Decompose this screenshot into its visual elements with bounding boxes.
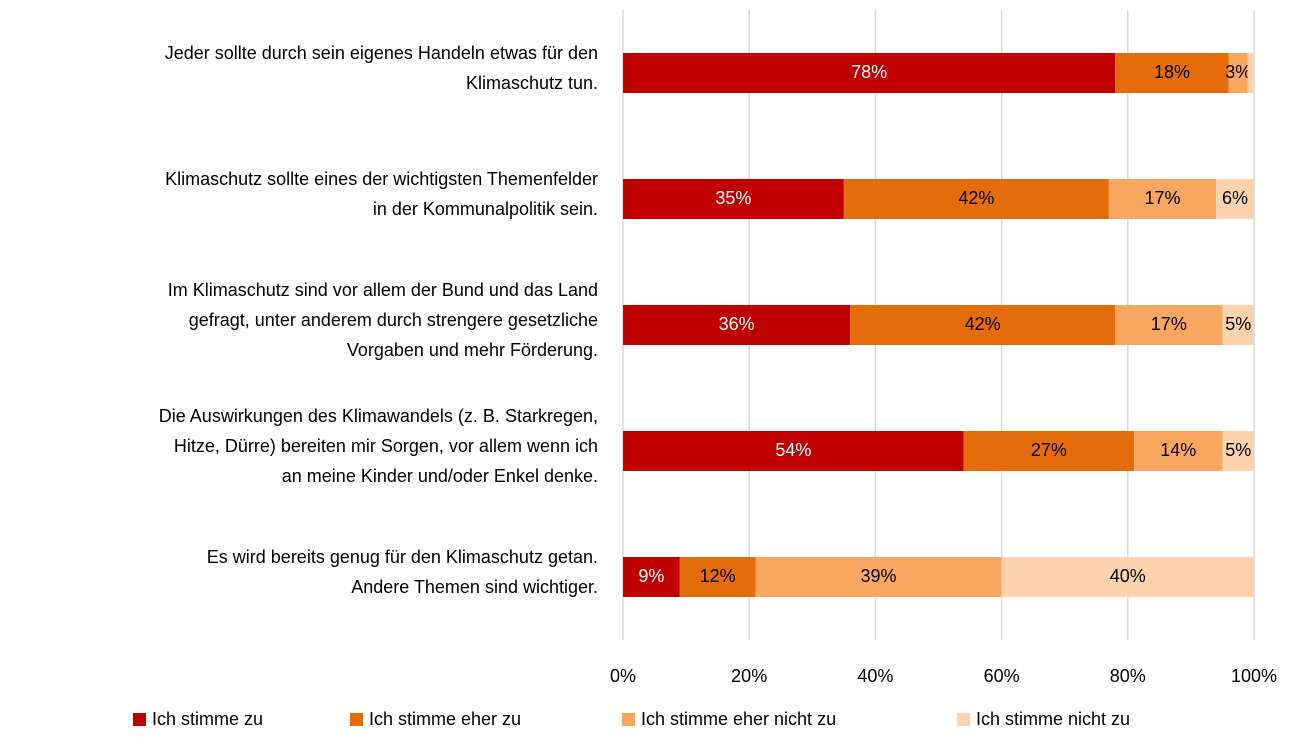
- category-label: Es wird bereits genug für den Klimaschut…: [207, 547, 598, 567]
- bar-segment: [1222, 431, 1254, 471]
- data-label: 78%: [851, 62, 887, 82]
- data-label: 3%: [1225, 62, 1251, 82]
- data-label: 18%: [1154, 62, 1190, 82]
- category-label: gefragt, unter anderem durch strengere g…: [189, 310, 598, 330]
- data-label: 5%: [1225, 440, 1251, 460]
- legend-swatch: [957, 713, 970, 726]
- bar-segment: [755, 557, 1002, 597]
- bar-segment: [1001, 557, 1254, 597]
- category-label: Klimaschutz sollte eines der wichtigsten…: [165, 169, 598, 189]
- x-tick-label: 60%: [984, 666, 1020, 686]
- data-label: 9%: [638, 566, 664, 586]
- category-label: Im Klimaschutz sind vor allem der Bund u…: [168, 280, 598, 300]
- data-label: 17%: [1144, 188, 1180, 208]
- bar-segment: [1108, 179, 1217, 219]
- data-label: 27%: [1031, 440, 1067, 460]
- data-label: 42%: [965, 314, 1001, 334]
- x-tick-label: 100%: [1231, 666, 1277, 686]
- legend-swatch: [133, 713, 146, 726]
- category-label: Andere Themen sind wichtiger.: [351, 577, 598, 597]
- bar-segment: [963, 431, 1135, 471]
- category-label: in der Kommunalpolitik sein.: [373, 199, 598, 219]
- bar-segment: [843, 179, 1109, 219]
- bar-segment: [679, 557, 756, 597]
- data-label: 6%: [1222, 188, 1248, 208]
- legend-swatch: [350, 713, 363, 726]
- x-tick-label: 0%: [610, 666, 636, 686]
- category-label: Hitze, Dürre) bereiten mir Sorgen, vor a…: [174, 436, 598, 456]
- bar-segment: [1134, 431, 1223, 471]
- bar-segment: [623, 53, 1116, 93]
- x-tick-label: 20%: [731, 666, 767, 686]
- category-label: Die Auswirkungen des Klimawandels (z. B.…: [159, 406, 598, 426]
- data-label: 35%: [715, 188, 751, 208]
- data-label: 14%: [1160, 440, 1196, 460]
- x-tick-label: 80%: [1110, 666, 1146, 686]
- data-label: 39%: [861, 566, 897, 586]
- bar-segment: [623, 431, 964, 471]
- bar-segment: [1115, 53, 1229, 93]
- bar-segment: [623, 557, 680, 597]
- bar-segment: [1216, 179, 1254, 219]
- legend-label: Ich stimme eher zu: [369, 709, 521, 729]
- bar-segment: [623, 305, 851, 345]
- category-label: an meine Kinder und/oder Enkel denke.: [282, 466, 598, 486]
- legend-swatch: [622, 713, 635, 726]
- data-label: 5%: [1225, 314, 1251, 334]
- category-label: Klimaschutz tun.: [466, 73, 598, 93]
- bar-segment: [1115, 305, 1223, 345]
- data-label: 17%: [1151, 314, 1187, 334]
- data-label: 40%: [1110, 566, 1146, 586]
- bar-segment: [1228, 53, 1248, 93]
- data-label: 12%: [700, 566, 736, 586]
- bar-segment: [1222, 305, 1254, 345]
- x-tick-label: 40%: [857, 666, 893, 686]
- category-label: Vorgaben und mehr Förderung.: [347, 340, 598, 360]
- bar-segment: [850, 305, 1116, 345]
- data-label: 36%: [719, 314, 755, 334]
- legend-label: Ich stimme zu: [152, 709, 263, 729]
- data-label: 42%: [958, 188, 994, 208]
- legend-label: Ich stimme eher nicht zu: [641, 709, 836, 729]
- bar-segment: [1247, 53, 1254, 93]
- legend-label: Ich stimme nicht zu: [976, 709, 1130, 729]
- data-label: 54%: [775, 440, 811, 460]
- category-label: Jeder sollte durch sein eigenes Handeln …: [165, 43, 598, 63]
- bar-segment: [623, 179, 844, 219]
